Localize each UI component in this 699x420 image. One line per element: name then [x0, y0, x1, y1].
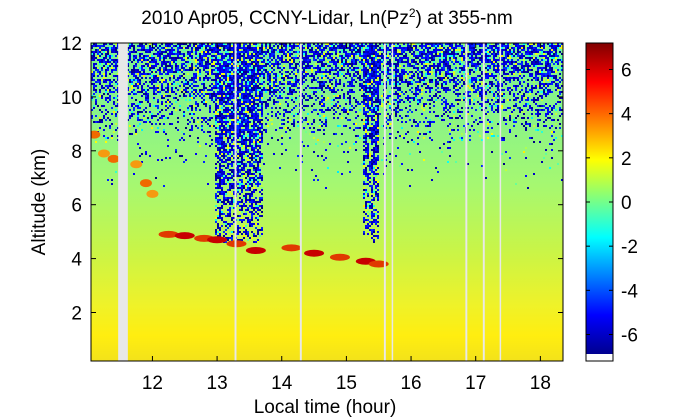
colorbar-tick-label: 2	[621, 149, 632, 170]
x-tick-label: 12	[142, 373, 163, 394]
y-tick-label: 4	[71, 250, 82, 271]
x-tick-label: 13	[207, 373, 228, 394]
colorbar-tick-label: -2	[621, 237, 638, 258]
plot-area	[91, 43, 563, 361]
x-axis-ticks: 12 13 14 15 16 17 18	[142, 43, 551, 394]
noise-speckle	[363, 195, 365, 197]
elevated-layer-point	[107, 154, 120, 163]
aerosol-point	[245, 247, 266, 255]
aerosol-point	[368, 260, 389, 268]
y-tick-label: 8	[71, 142, 82, 163]
data-gap	[465, 43, 468, 361]
data-gap	[391, 43, 394, 361]
noise-speckle	[227, 125, 229, 127]
title-superscript: 2	[409, 6, 416, 20]
noise-speckle	[197, 55, 199, 57]
data-gap	[234, 43, 237, 361]
x-tick-label: 18	[530, 373, 551, 394]
title-tail: ) at 355-nm	[416, 8, 513, 29]
noise-speckle	[519, 73, 521, 75]
data-gap	[383, 43, 386, 361]
plot-frame	[90, 42, 564, 362]
x-tick-label: 16	[400, 373, 421, 394]
noise-speckle	[335, 45, 337, 47]
y-axis-label: Altitude (km)	[29, 149, 50, 256]
colorbar-empty-cap	[586, 354, 613, 361]
aerosol-point	[304, 249, 325, 257]
noise-speckle	[371, 177, 373, 179]
colorbar-tick-label: 6	[621, 61, 632, 82]
noise-speckle	[201, 47, 203, 49]
noise-speckle	[495, 77, 497, 79]
noise-speckle	[525, 67, 527, 69]
noise-speckle	[257, 205, 259, 207]
colorbar-fill	[586, 43, 613, 354]
noise-speckle	[461, 77, 463, 79]
noise-speckle	[149, 63, 467, 233]
noise-speckle	[109, 43, 545, 235]
elevated-layer-point	[97, 149, 110, 158]
noise-speckle	[93, 45, 529, 195]
noise-speckle	[421, 77, 423, 79]
colorbar-tick-label: 4	[621, 105, 632, 126]
chart-title: 2010 Apr05, CCNY-Lidar, Ln(Pz2) at 355-n…	[141, 6, 512, 29]
aerosol-point	[207, 236, 228, 244]
noise-speckle	[247, 147, 249, 149]
noise-speckle	[99, 105, 101, 107]
colorbar-tick-label: 0	[621, 193, 632, 214]
y-tick-label: 12	[61, 34, 82, 55]
noise-speckle	[525, 45, 527, 47]
data-gap	[118, 43, 128, 361]
aerosol-layer	[91, 130, 389, 268]
noise-speckle	[367, 191, 369, 193]
colorbar: 6 4 2 0 -2 -4 -6	[585, 42, 638, 362]
noise-layer	[91, 43, 563, 243]
data-gap	[299, 43, 302, 361]
noise-speckle	[237, 71, 239, 73]
colorbar-tick-label: -4	[621, 281, 638, 302]
y-tick-label: 2	[71, 303, 82, 324]
noise-speckle	[139, 109, 141, 111]
noise-speckle	[269, 51, 271, 53]
x-tick-label: 17	[465, 373, 486, 394]
noise-speckle	[255, 79, 257, 81]
elevated-layer-point	[130, 160, 143, 169]
noise-speckle	[229, 179, 231, 181]
noise-speckle	[251, 235, 253, 237]
colorbar-tick-label: -6	[621, 326, 638, 347]
data-gap	[482, 43, 485, 361]
x-tick-label: 14	[271, 373, 293, 394]
x-axis-label: Local time (hour)	[254, 397, 397, 418]
title-main: 2010 Apr05, CCNY-Lidar, Ln(Pz	[141, 8, 409, 29]
noise-speckle	[341, 65, 343, 67]
data-gaps	[118, 43, 502, 361]
y-axis-ticks: 2 4 6 8 10 12	[61, 34, 563, 324]
noise-speckle	[511, 125, 513, 127]
aerosol-point	[174, 232, 195, 240]
noise-speckle	[175, 101, 177, 103]
noise-speckle	[151, 127, 153, 129]
elevated-layer-point	[139, 179, 152, 188]
x-tick-label: 15	[336, 373, 357, 394]
y-tick-label: 6	[71, 196, 82, 217]
y-tick-label: 10	[61, 88, 82, 109]
elevated-layer-point	[91, 130, 101, 139]
aerosol-point	[281, 244, 302, 252]
colorbar-ticks: 6 4 2 0 -2 -4 -6	[586, 61, 638, 347]
aerosol-point	[329, 253, 350, 261]
elevated-layer-point	[146, 189, 159, 198]
data-gap	[499, 43, 502, 361]
aerosol-point	[158, 230, 179, 238]
